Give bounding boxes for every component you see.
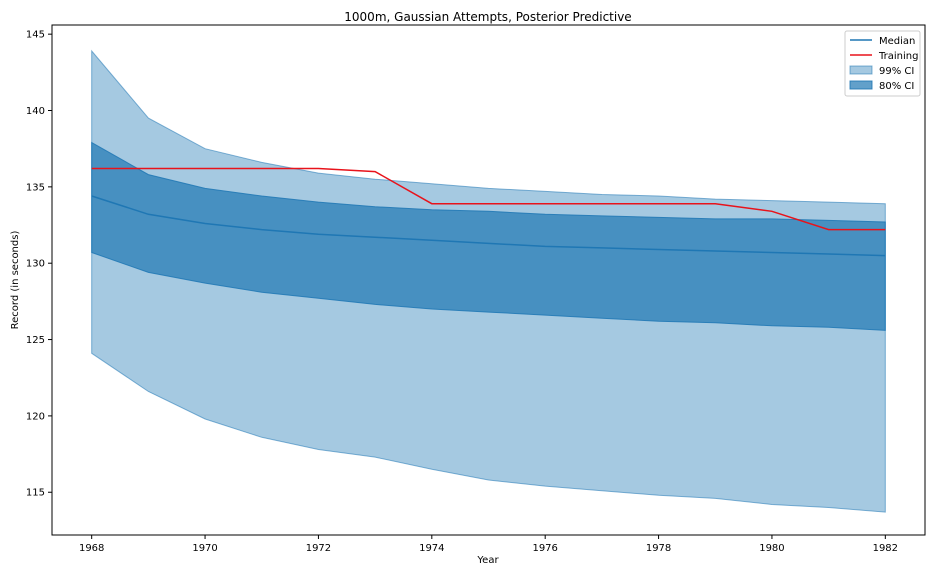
- ci80-group: [91, 141, 886, 331]
- legend-median-label: Median: [879, 36, 915, 47]
- training-line: [91, 167, 886, 231]
- x-tick-label: 1980: [759, 543, 784, 554]
- plot-area: [91, 49, 886, 513]
- y-tick-label: 115: [26, 488, 45, 499]
- x-tick-label: 1968: [79, 543, 104, 554]
- x-tick-label: 1982: [873, 543, 898, 554]
- y-tick-label: 130: [26, 259, 45, 270]
- y-axis-label: Record (in seconds): [10, 231, 21, 330]
- legend-ci80-label: 80% CI: [879, 81, 914, 92]
- chart-title: 1000m, Gaussian Attempts, Posterior Pred…: [344, 10, 631, 24]
- x-tick-label: 1974: [419, 543, 444, 554]
- y-tick-label: 125: [26, 335, 45, 346]
- legend-box: [844, 30, 921, 97]
- legend-ci99-label: 99% CI: [879, 66, 914, 77]
- y-tick-label: 120: [26, 411, 45, 422]
- legend-training-label: Training: [878, 51, 918, 62]
- x-tick-label: 1976: [532, 543, 557, 554]
- ci80-band: [91, 141, 886, 331]
- x-tick-label: 1978: [646, 543, 671, 554]
- legend-ci99-swatch: [849, 65, 873, 75]
- x-tick-label: 1972: [306, 543, 331, 554]
- legend-ci80-swatch: [849, 80, 873, 90]
- legend: Median Training 99% CI 80% CI: [844, 30, 921, 97]
- median-line: [91, 195, 886, 257]
- x-axis-label: Year: [476, 555, 499, 566]
- x-axis: 1968 1970 1972 1974 1976 1978 1980 1982: [79, 535, 898, 554]
- plot-frame: [51, 24, 926, 536]
- y-tick-label: 135: [26, 182, 45, 193]
- y-tick-label: 145: [26, 30, 45, 41]
- y-axis: 115 120 125 130 135 140 145: [26, 30, 52, 499]
- y-tick-label: 140: [26, 106, 45, 117]
- x-tick-label: 1970: [192, 543, 217, 554]
